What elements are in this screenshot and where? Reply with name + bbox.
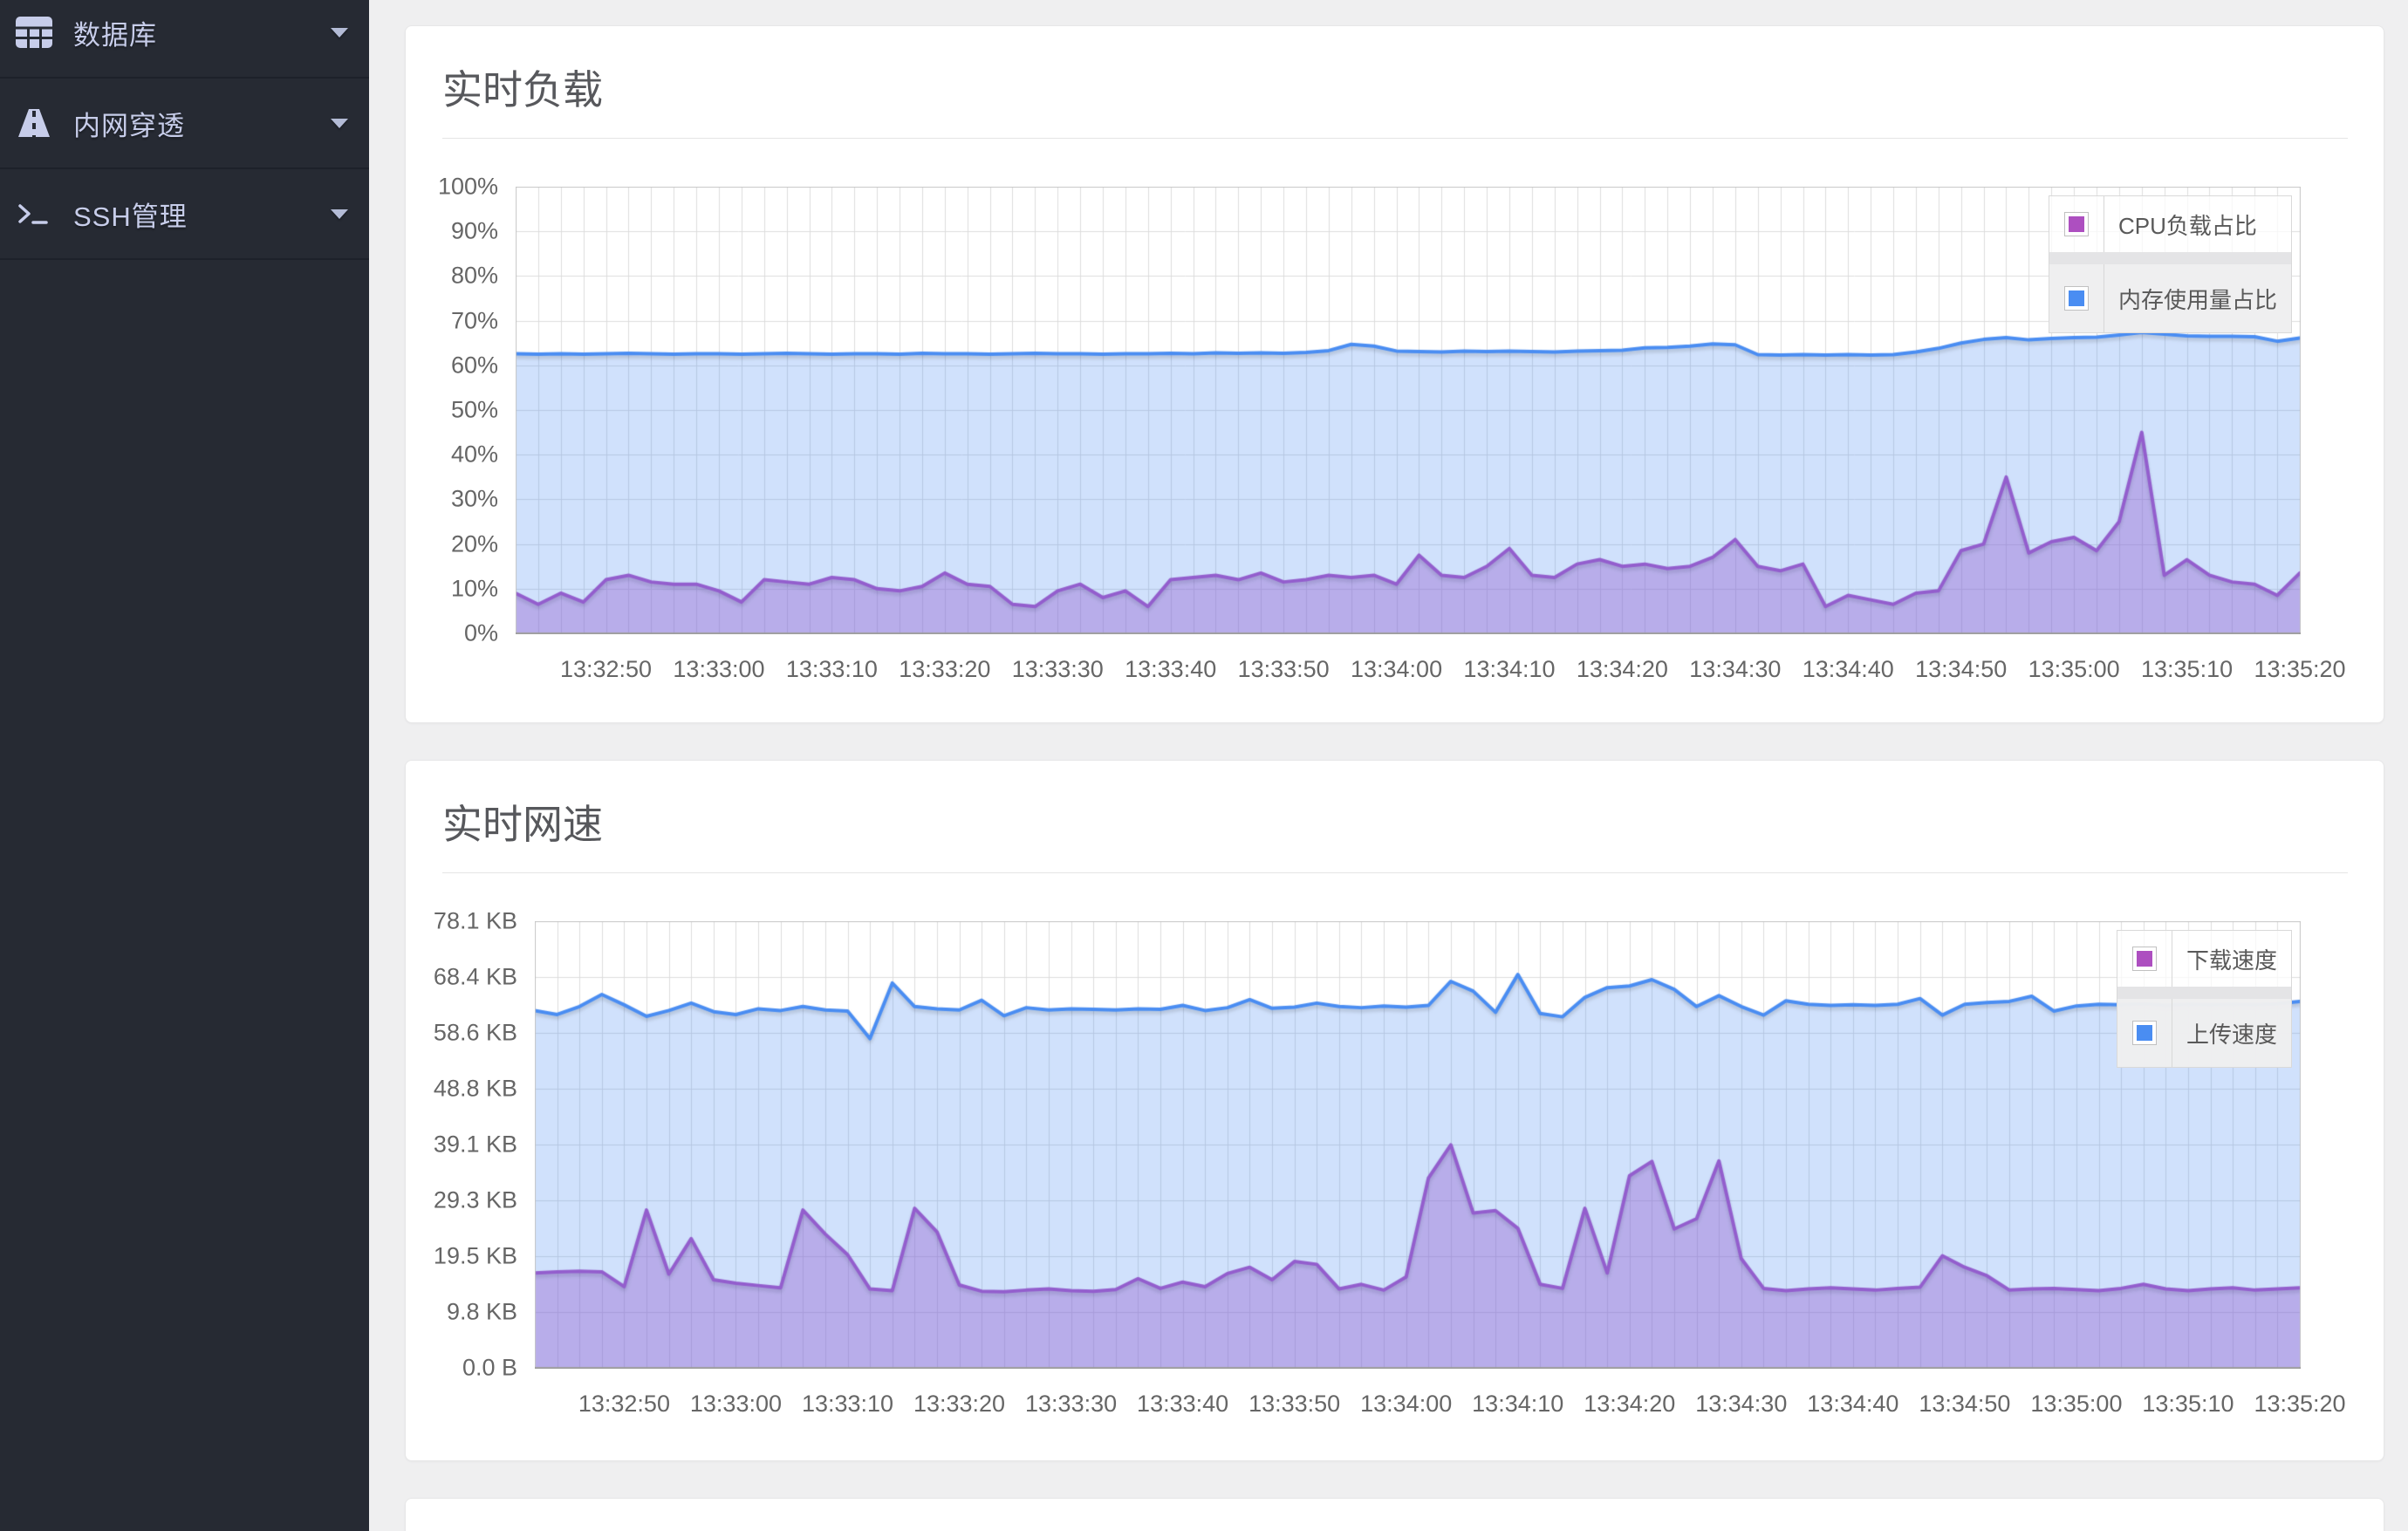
- y-tick-label: 68.4 KB: [433, 963, 517, 990]
- plot-area: 13:32:50 13:33:00 13:33:10 13:33:20 13:33:30…: [516, 187, 2346, 682]
- legend-swatch: [2131, 1021, 2157, 1045]
- table-icon: [14, 16, 54, 49]
- sidebar-item-label: 数据库: [73, 19, 157, 51]
- x-tick-label: 13:34:40: [1802, 656, 1894, 682]
- legend-swatch: [2063, 212, 2089, 236]
- y-tick-label: 0%: [463, 619, 498, 646]
- legend-item: 内存使用量占比: [2049, 252, 2291, 332]
- legend-item: 下载速度: [2117, 931, 2291, 987]
- sidebar-item-database[interactable]: 数据库: [0, 0, 369, 79]
- legend-label: CPU负载占比: [2117, 212, 2257, 239]
- y-tick-label: 10%: [450, 575, 498, 602]
- x-tick-label: 13:34:20: [1576, 656, 1668, 682]
- x-tick-label: 13:32:50: [578, 1391, 670, 1417]
- y-tick-label: 29.3 KB: [433, 1186, 517, 1213]
- y-tick-label: 78.1 KB: [433, 907, 517, 934]
- x-tick-label: 13:33:50: [1237, 656, 1330, 682]
- y-tick-label: 39.1 KB: [433, 1131, 517, 1158]
- page-title-net: 实时网速: [442, 802, 603, 847]
- x-tick-label: 13:33:10: [801, 1391, 894, 1417]
- x-tick-label: 13:35:00: [2028, 656, 2120, 682]
- y-tick-label: 50%: [450, 396, 498, 423]
- legend-label: 上传速度: [2186, 1021, 2277, 1048]
- legend-label: 内存使用量占比: [2117, 286, 2277, 313]
- y-tick-label: 80%: [450, 262, 498, 289]
- x-tick-label: 13:35:00: [2030, 1391, 2123, 1417]
- x-tick-label: 13:33:10: [785, 656, 878, 682]
- x-tick-label: 13:34:50: [1915, 656, 2008, 682]
- realtime-load-card: 实时负载 100% 90% 80% 70% 60% 50% 40% 30% 20% 10% 0% 1…: [405, 25, 2384, 723]
- x-tick-label: 13:34:10: [1472, 1391, 1564, 1417]
- x-tick-label: 13:34:30: [1689, 656, 1782, 682]
- y-tick-label: 100%: [437, 173, 498, 200]
- x-tick-label: 13:34:00: [1360, 1391, 1453, 1417]
- y-tick-label: 48.8 KB: [433, 1075, 517, 1102]
- x-tick-label: 13:33:50: [1248, 1391, 1341, 1417]
- legend-item: CPU负载占比: [2049, 196, 2291, 252]
- y-tick-label: 58.6 KB: [433, 1019, 517, 1046]
- chevron-down-icon: [331, 27, 348, 38]
- sidebar-menu: 数据库 内网穿透: [0, 0, 369, 260]
- y-axis: 78.1 KB 68.4 KB 58.6 KB 48.8 KB 39.1 KB 29.3 …: [406, 908, 535, 1381]
- x-tick-label: 13:33:20: [899, 656, 991, 682]
- main-content: 实时负载 100% 90% 80% 70% 60% 50% 40% 30% 20% 10% 0% 1…: [369, 0, 2408, 1531]
- x-tick-label: 13:34:30: [1695, 1391, 1788, 1417]
- x-tick-label: 13:34:00: [1350, 656, 1443, 682]
- y-tick-label: 19.5 KB: [433, 1242, 517, 1269]
- load-chart-canvas[interactable]: [516, 187, 2301, 634]
- page-title-load: 实时负载: [442, 67, 603, 113]
- y-tick-label: 0.0 B: [462, 1354, 517, 1381]
- x-tick-label: 13:34:40: [1807, 1391, 1899, 1417]
- x-tick-label: 13:34:10: [1463, 656, 1556, 682]
- realtime-load-chart: 100% 90% 80% 70% 60% 50% 40% 30% 20% 10% 0% 13:32:…: [406, 174, 2384, 683]
- network-chart-canvas[interactable]: [535, 921, 2301, 1369]
- legend-item: 上传速度: [2117, 987, 2291, 1067]
- legend: 下载速度 上传速度: [2116, 930, 2292, 1068]
- x-tick-label: 13:35:10: [2141, 656, 2234, 682]
- legend-swatch: [2063, 286, 2089, 311]
- card-divider: [442, 138, 2348, 139]
- y-tick-label: 70%: [450, 307, 498, 334]
- y-axis: 100% 90% 80% 70% 60% 50% 40% 30% 20% 10% 0%: [406, 174, 516, 646]
- x-tick-label: 13:33:40: [1137, 1391, 1229, 1417]
- y-tick-label: 20%: [450, 530, 498, 557]
- x-tick-label: 13:32:50: [559, 656, 653, 682]
- y-tick-label: 40%: [450, 441, 498, 468]
- x-tick-label: 13:35:20: [2254, 656, 2346, 682]
- y-tick-label: 9.8 KB: [446, 1298, 517, 1325]
- chevron-down-icon: [331, 118, 348, 128]
- sidebar: 数据库 内网穿透: [0, 0, 369, 1531]
- x-tick-label: 13:33:30: [1025, 1391, 1118, 1417]
- sidebar-item-label: 内网穿透: [73, 110, 185, 141]
- next-card-peek: [405, 1498, 2384, 1531]
- chevron-down-icon: [331, 208, 348, 219]
- plot-area: 13:32:50 13:33:00 13:33:10 13:33:20 13:33:30…: [535, 921, 2346, 1417]
- x-tick-label: 13:34:50: [1919, 1391, 2011, 1417]
- x-tick-label: 13:33:00: [689, 1391, 783, 1417]
- x-tick-label: 13:33:30: [1011, 656, 1104, 682]
- road-icon: [14, 106, 54, 140]
- realtime-netspeed-chart: 78.1 KB 68.4 KB 58.6 KB 48.8 KB 39.1 KB 29.3 …: [406, 908, 2384, 1418]
- y-tick-label: 90%: [450, 217, 498, 244]
- sidebar-item-intranet-tunnel[interactable]: 内网穿透: [0, 79, 369, 169]
- legend: CPU负载占比 内存使用量占比: [2048, 195, 2292, 333]
- sidebar-item-label: SSH管理: [73, 201, 188, 232]
- x-tick-label: 13:33:40: [1125, 656, 1217, 682]
- x-tick-label: 13:34:20: [1584, 1391, 1676, 1417]
- legend-swatch: [2131, 947, 2157, 971]
- sidebar-item-ssh[interactable]: SSH管理: [0, 169, 369, 260]
- y-tick-label: 60%: [450, 352, 498, 379]
- x-tick-label: 13:33:20: [913, 1391, 1006, 1417]
- realtime-netspeed-card: 实时网速 78.1 KB 68.4 KB 58.6 KB 48.8 KB 39.1 KB…: [405, 760, 2384, 1461]
- terminal-icon: [14, 197, 54, 230]
- x-tick-label: 13:35:20: [2254, 1391, 2346, 1417]
- x-tick-label: 13:35:10: [2142, 1391, 2234, 1417]
- legend-label: 下载速度: [2186, 947, 2277, 974]
- card-divider: [442, 872, 2348, 873]
- y-tick-label: 30%: [450, 485, 498, 512]
- x-tick-label: 13:33:00: [673, 656, 765, 682]
